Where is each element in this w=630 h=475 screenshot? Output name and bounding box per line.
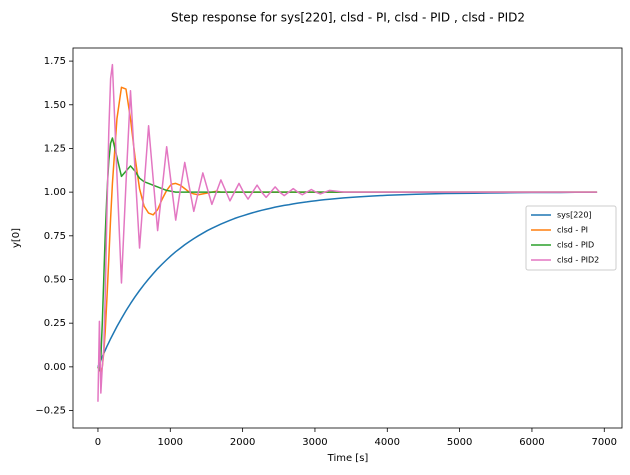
y-tick-label: 1.00 [44,187,66,198]
legend-box [525,205,617,271]
x-tick-label: 7000 [592,437,617,448]
y-tick-label: 0.75 [44,231,66,242]
y-tick-label: 0.00 [44,362,66,373]
x-tick-label: 5000 [447,437,472,448]
y-tick-label: −0.25 [35,406,66,417]
y-tick-label: 0.25 [44,318,66,329]
plot-frame [72,47,623,429]
legend: sys[220] clsd - PI clsd - PID clsd - PID2 [525,205,617,271]
x-tick-label: 1000 [158,437,183,448]
chart-title: Step response for sys[220], clsd - PI, c… [171,11,525,25]
legend-label: clsd - PI [557,226,588,235]
x-tick-label: 3000 [302,437,327,448]
x-tick-label: 6000 [519,437,544,448]
y-axis-label: y[0] [11,228,22,248]
x-tick-label: 0 [95,437,101,448]
y-tick-label: 1.75 [44,56,66,67]
series-line [97,86,598,373]
x-axis-label: Time [s] [327,453,369,464]
legend-label: clsd - PID [557,241,594,250]
x-tick-label: 4000 [375,437,400,448]
series-line [97,63,598,402]
x-tick-label: 2000 [230,437,255,448]
y-tick-label: 1.25 [44,143,66,154]
legend-label: sys[220] [557,211,592,220]
y-tick-label: 1.50 [44,100,66,111]
y-tick-label: 0.50 [44,274,66,285]
series-line [97,191,598,368]
legend-label: clsd - PID2 [557,256,599,265]
